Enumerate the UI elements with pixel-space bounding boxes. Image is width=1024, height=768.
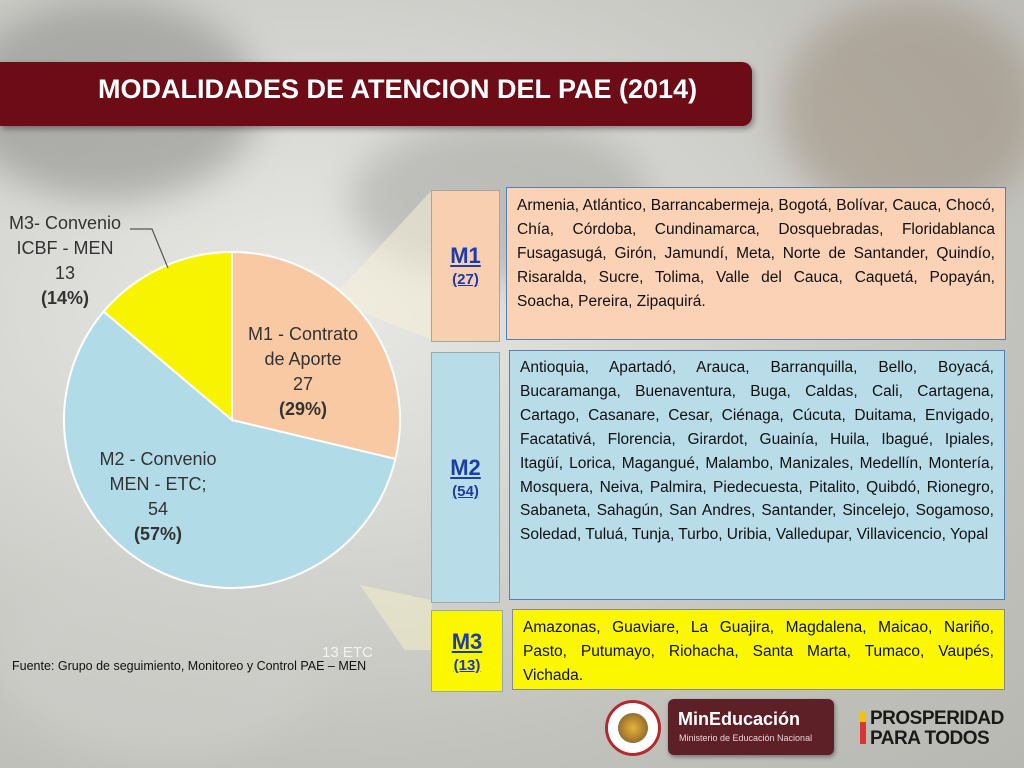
m3-label-line1: M3- Convenio bbox=[8, 213, 122, 233]
m1-label-line1: M1 - Contrato bbox=[247, 324, 359, 344]
m3-label-line2: ICBF - MEN bbox=[16, 238, 114, 258]
m3-municipalities-text: Amazonas, Guaviare, La Guajira, Magdalen… bbox=[523, 619, 994, 684]
m2-slice-label: M2 - Convenio MEN - ETC; 54 (57%) bbox=[88, 447, 228, 547]
m2-label-line1: M2 - Convenio bbox=[99, 449, 217, 469]
callout-cone-m3 bbox=[360, 585, 432, 650]
pie-slice-m3 bbox=[102, 250, 233, 423]
pie-slice-m1 bbox=[231, 250, 401, 461]
prosperidad-line1: PROSPERIDAD bbox=[870, 708, 1004, 729]
m1-label-value: 27 bbox=[292, 374, 314, 394]
background-shape bbox=[0, 560, 320, 760]
m1-label-pct: (29%) bbox=[278, 399, 327, 419]
background-shape bbox=[780, 0, 1024, 220]
m2-code-link[interactable]: M2 bbox=[450, 455, 481, 480]
m2-municipalities-text: Antioquia, Apartadó, Arauca, Barranquill… bbox=[520, 359, 994, 544]
m3-code-link[interactable]: M3 bbox=[451, 629, 483, 654]
mineducacion-logo-title: MinEducación bbox=[678, 709, 801, 729]
m1-label-line2: de Aporte bbox=[264, 349, 342, 369]
m3-slice-label: M3- Convenio ICBF - MEN 13 (14%) bbox=[0, 211, 130, 311]
m1-slice-label: M1 - Contrato de Aporte 27 (29%) bbox=[233, 322, 373, 422]
m1-count-link[interactable]: (27) bbox=[452, 271, 479, 288]
prosperidad-logo-mark-accent bbox=[860, 712, 866, 722]
m3-label-pct: (14%) bbox=[40, 288, 89, 308]
prosperidad-logo-mark bbox=[860, 712, 866, 744]
m3-leader-line bbox=[130, 228, 169, 269]
callout-cone-m1 bbox=[330, 190, 432, 340]
pie-slices bbox=[63, 250, 401, 589]
m2-label-box: M2 (54) bbox=[431, 352, 500, 603]
mineducacion-logo bbox=[668, 699, 834, 755]
m1-municipalities-text: Armenia, Atlántico, Barrancabermeja, Bog… bbox=[517, 197, 995, 310]
background-ghost-text: 13 ETC bbox=[322, 644, 373, 661]
m1-municipalities-box: Armenia, Atlántico, Barrancabermeja, Bog… bbox=[506, 187, 1006, 340]
m1-label-box: M1 (27) bbox=[431, 190, 500, 342]
m1-code-link[interactable]: M1 bbox=[450, 243, 481, 268]
m3-label-value: 13 bbox=[54, 263, 76, 283]
pie-chart bbox=[63, 190, 432, 650]
pie-slice-m2 bbox=[63, 310, 397, 589]
m3-count-link[interactable]: (13) bbox=[453, 657, 481, 674]
m3-label-box: M3 (13) bbox=[431, 610, 503, 692]
m3-municipalities-box: Amazonas, Guaviare, La Guajira, Magdalen… bbox=[512, 609, 1005, 690]
m2-label-line2: MEN - ETC; bbox=[109, 474, 207, 494]
mineducacion-logo-subtitle: Ministerio de Educación Nacional bbox=[679, 733, 813, 743]
title-bar bbox=[0, 62, 752, 126]
prosperidad-line2: PARA TODOS bbox=[870, 728, 990, 749]
m2-municipalities-box: Antioquia, Apartadó, Arauca, Barranquill… bbox=[509, 350, 1005, 600]
m2-label-pct: (57%) bbox=[133, 524, 182, 544]
page-title: MODALIDADES DE ATENCION DEL PAE (2014) bbox=[98, 74, 698, 104]
m2-count-link[interactable]: (54) bbox=[452, 483, 479, 500]
prosperidad-logo: PROSPERIDAD PARA TODOS bbox=[870, 709, 1004, 749]
m2-label-value: 54 bbox=[147, 499, 169, 519]
republica-colombia-seal-logo bbox=[605, 700, 661, 756]
source-note: Fuente: Grupo de seguimiento, Monitoreo … bbox=[12, 659, 367, 673]
